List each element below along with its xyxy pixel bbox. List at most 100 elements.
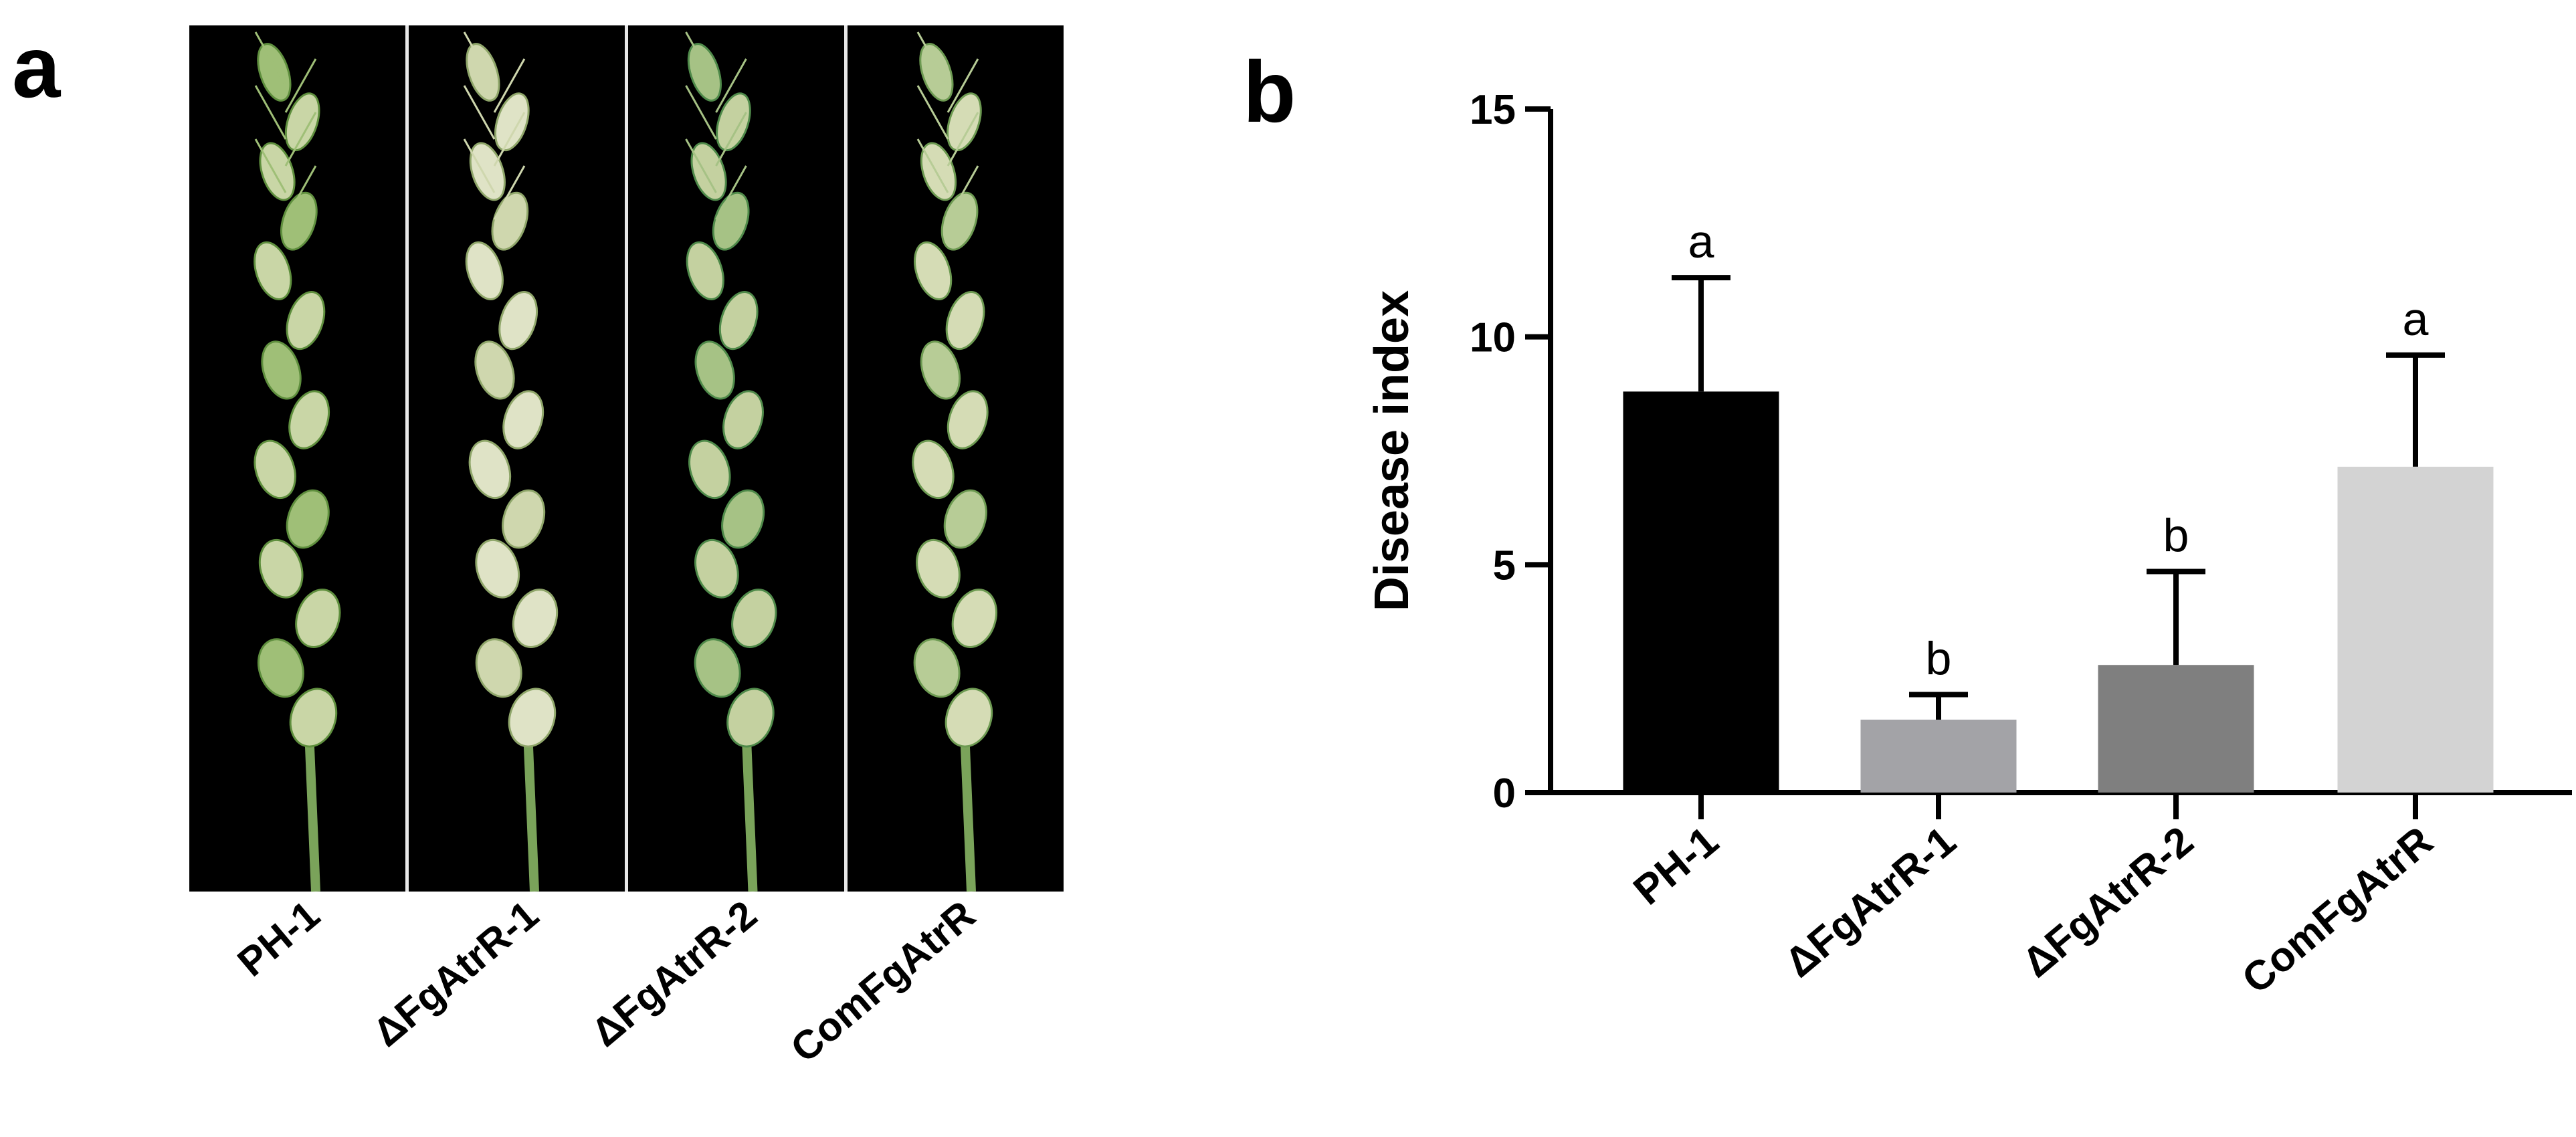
spikelet xyxy=(475,638,522,698)
spikelet xyxy=(259,142,296,201)
spikelet xyxy=(258,538,304,599)
spikelet xyxy=(475,538,520,599)
spike-awn xyxy=(947,165,979,220)
spike-stem xyxy=(523,730,539,892)
spike-awn xyxy=(685,31,717,86)
spike-awn xyxy=(715,165,747,220)
spikelet xyxy=(295,589,341,648)
y-tick-label: 0 xyxy=(1493,770,1516,817)
spikelet xyxy=(257,43,292,102)
photo-divider xyxy=(844,25,848,892)
spikelet xyxy=(945,291,985,350)
bar-chart: 0 5 10 15 Disease index a PH-1 b ΔFgAtrR-1 b ΔFgAt… xyxy=(1365,87,2572,1003)
spike-awn xyxy=(715,58,747,113)
x-tick-label: ΔFgAtrR-1 xyxy=(1776,818,1965,987)
spikelet xyxy=(726,688,775,748)
spikelet xyxy=(498,291,538,350)
strain-label: PH-1 xyxy=(229,892,328,985)
spikelet xyxy=(718,291,759,350)
spikelet xyxy=(687,43,722,102)
spikelet xyxy=(280,191,318,251)
spike-awn xyxy=(284,165,317,220)
bar xyxy=(1623,391,1779,793)
spikelet xyxy=(722,390,764,449)
spikelet xyxy=(731,589,777,648)
spikelet xyxy=(512,589,559,648)
spikelet xyxy=(945,688,993,748)
spike-awn xyxy=(463,85,496,140)
spike-awn xyxy=(947,112,979,167)
panel-a-letter: a xyxy=(12,18,62,116)
spikelet xyxy=(694,638,741,698)
spike-awn xyxy=(284,112,317,167)
spikelet xyxy=(289,688,338,748)
significance-label: b xyxy=(1926,633,1952,685)
spike-awn xyxy=(685,85,717,140)
spikelet xyxy=(916,538,961,599)
spikelet xyxy=(694,538,739,599)
spikelet xyxy=(947,92,982,152)
spikelet xyxy=(943,489,987,549)
significance-label: b xyxy=(2163,510,2189,562)
spike-awn xyxy=(254,85,287,140)
spike-stem xyxy=(960,730,976,892)
spike-awn xyxy=(916,85,949,140)
spike-awn xyxy=(493,165,526,220)
spikelet xyxy=(257,638,304,698)
spikelet xyxy=(466,43,500,102)
spikelet xyxy=(502,489,546,549)
spikelet xyxy=(508,688,557,748)
strain-label: ComFgAtrR xyxy=(782,892,983,1071)
spike-awn xyxy=(685,138,717,193)
spike-awn xyxy=(254,31,287,86)
strain-labels: PH-1 ΔFgAtrR-1 ΔFgAtrR-2 ComFgAtrR xyxy=(229,892,984,1071)
y-tick-label: 15 xyxy=(1470,87,1516,133)
spikelet xyxy=(254,439,296,500)
spike-awn xyxy=(254,138,287,193)
spikelet xyxy=(286,291,326,350)
y-tick-label: 5 xyxy=(1493,542,1516,589)
x-tick-label: ΔFgAtrR-2 xyxy=(2013,818,2202,987)
spike-awn xyxy=(916,138,949,193)
wheat-photo-panel xyxy=(254,25,997,892)
significance-label: a xyxy=(2403,293,2429,345)
wheat-spike-photo xyxy=(912,31,997,892)
spike-awn xyxy=(493,58,526,113)
x-tick-label: PH-1 xyxy=(1625,818,1727,914)
spike-stem xyxy=(304,730,320,892)
wheat-spike-photo xyxy=(463,31,559,892)
bar xyxy=(1860,719,2017,793)
y-axis-title: Disease index xyxy=(1365,290,1419,611)
strain-label: ΔFgAtrR-2 xyxy=(583,892,765,1055)
spikelet xyxy=(914,241,953,300)
spikelet xyxy=(261,340,302,400)
spikelet xyxy=(284,92,320,152)
spike-awn xyxy=(284,58,317,113)
spikelet xyxy=(940,191,979,251)
spikelet xyxy=(469,142,506,201)
spikelet xyxy=(920,142,957,201)
spikelet xyxy=(286,489,330,549)
spikelet xyxy=(474,340,515,400)
spike-awn xyxy=(715,112,747,167)
bar xyxy=(2337,466,2494,793)
spikelet xyxy=(686,241,724,300)
spikelet xyxy=(951,589,997,648)
spikelet xyxy=(502,390,544,449)
photo-divider xyxy=(625,25,628,892)
wheat-spike-photo xyxy=(685,31,777,892)
spikelet xyxy=(254,241,292,300)
strain-label: ΔFgAtrR-1 xyxy=(365,892,547,1055)
spike-awn xyxy=(463,31,496,86)
spikelet xyxy=(694,340,735,400)
spike-awn xyxy=(947,58,979,113)
spikelet xyxy=(721,489,765,549)
photo-divider xyxy=(405,25,409,892)
spikelet xyxy=(919,43,954,102)
spikelet xyxy=(920,340,961,400)
x-tick-label: ComFgAtrR xyxy=(2234,818,2442,1003)
spikelet xyxy=(688,439,731,500)
spikelet xyxy=(912,439,955,500)
bar xyxy=(2098,665,2254,793)
spikelet xyxy=(913,638,961,698)
